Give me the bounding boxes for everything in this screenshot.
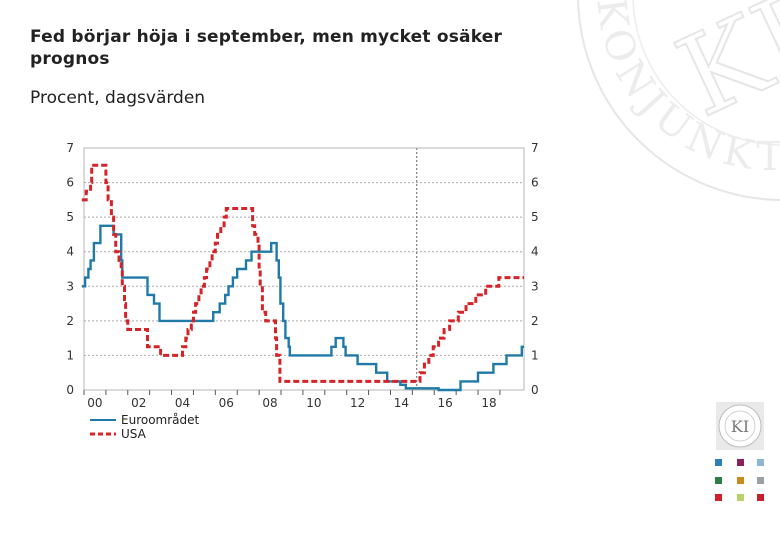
x-tick-label: 12: [350, 396, 365, 410]
y-tick-label-right: 2: [531, 314, 539, 328]
x-tick-label: 14: [394, 396, 409, 410]
color-square: [715, 494, 722, 501]
x-tick-label: 04: [175, 396, 190, 410]
series-line-euroomradet: [81, 224, 524, 392]
color-square: [737, 477, 744, 484]
x-tick-label: 00: [87, 396, 102, 410]
chart-subtitle: Procent, dagsvärden: [30, 88, 206, 108]
x-tick-label: 08: [262, 396, 277, 410]
y-tick-label-right: 5: [531, 210, 539, 224]
y-tick-label-right: 3: [531, 279, 539, 293]
color-square: [715, 477, 722, 484]
y-tick-label-right: 1: [531, 348, 539, 362]
color-square: [715, 459, 722, 466]
legend-label: USA: [121, 427, 147, 441]
y-tick-label-left: 1: [66, 348, 74, 362]
x-tick-label: 10: [306, 396, 321, 410]
color-square: [757, 494, 764, 501]
x-tick-label: 02: [131, 396, 146, 410]
watermark-seal: KONJUNKTURINSTITUTET KI: [568, 0, 780, 201]
chart-title: Fed börjar höja i september, men mycket …: [30, 27, 503, 69]
y-tick-label-left: 3: [66, 279, 74, 293]
y-tick-label-left: 6: [66, 176, 74, 190]
color-square: [737, 459, 744, 466]
axes: 0 01 12 23 34 45 56 67 700 02 04 06 08 10 12 14 16 18: [66, 141, 538, 410]
y-tick-label-right: 7: [531, 141, 539, 155]
series-line-usa: [81, 163, 524, 383]
y-tick-label-right: 4: [531, 245, 539, 259]
color-square: [757, 459, 764, 466]
legend-label: Euroområdet: [121, 413, 200, 427]
y-tick-label-right: 6: [531, 176, 539, 190]
y-tick-label-left: 2: [66, 314, 74, 328]
y-tick-label-left: 5: [66, 210, 74, 224]
color-square: [757, 477, 764, 484]
y-tick-label-right: 0: [531, 383, 539, 397]
x-tick-label: 18: [481, 396, 496, 410]
logo-text: KI: [731, 417, 749, 436]
grid-lines: [84, 148, 524, 390]
y-tick-label-left: 4: [66, 245, 74, 259]
x-tick-label: 16: [438, 396, 453, 410]
color-square: [737, 494, 744, 501]
y-tick-label-left: 7: [66, 141, 74, 155]
x-tick-label: 06: [219, 396, 234, 410]
y-tick-label-left: 0: [66, 383, 74, 397]
plot-frame: [83, 147, 525, 391]
ki-logo: KI: [716, 402, 764, 450]
series-lines: [81, 163, 524, 392]
